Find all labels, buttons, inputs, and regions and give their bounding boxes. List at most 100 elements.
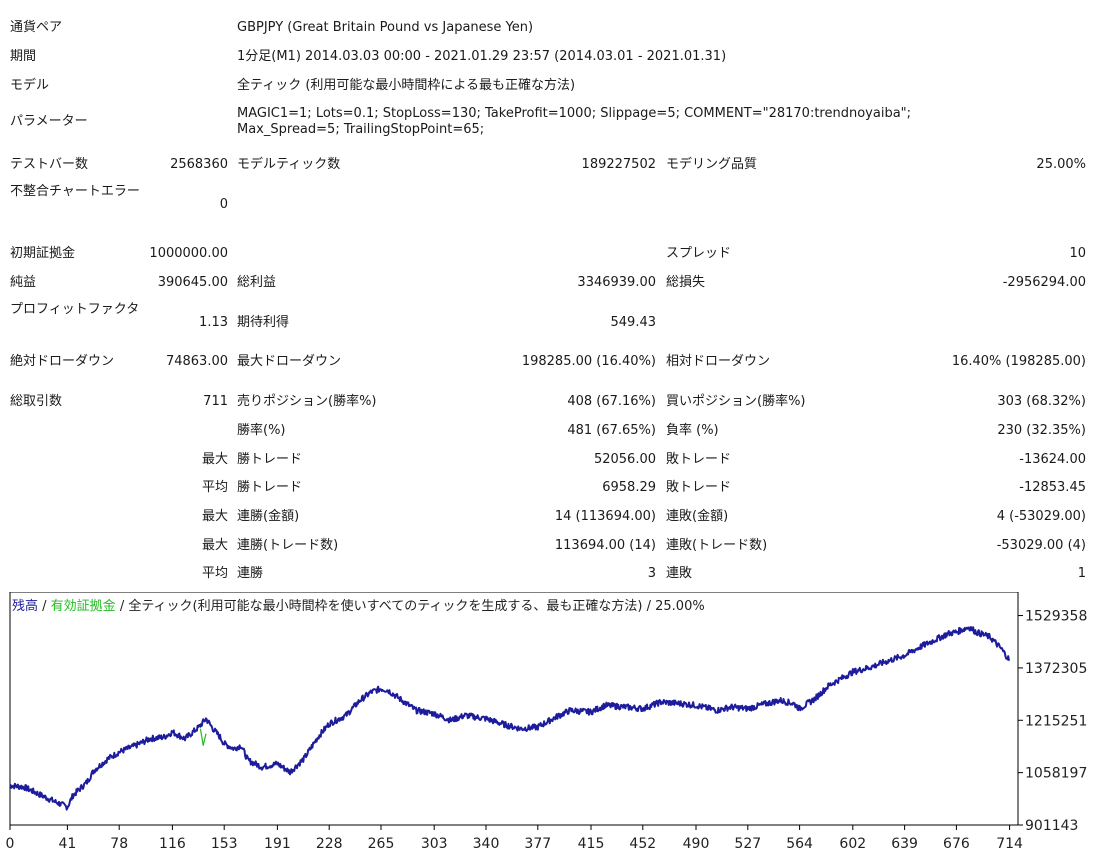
legend-balance: 残高 — [12, 599, 39, 614]
equity-series-line — [199, 728, 207, 746]
x-tick-label: 639 — [891, 836, 918, 852]
abs-dd-label: 絶対ドローダウン — [10, 354, 115, 369]
avg-consec-win-label: 連勝 — [237, 566, 264, 581]
expected-value: 549.43 — [610, 315, 657, 330]
long-value: 303 (68.32%) — [997, 394, 1086, 409]
total-trades-label: 総取引数 — [10, 394, 63, 409]
gross-loss-label: 総損失 — [666, 275, 706, 290]
net-value: 390645.00 — [157, 275, 228, 290]
avg-win-label: 勝トレード — [237, 480, 303, 495]
x-tick-label: 0 — [6, 836, 15, 852]
expected-label: 期待利得 — [237, 315, 290, 330]
x-tick-label: 78 — [110, 836, 128, 852]
model-value: 全ティック (利用可能な最小時間枠による最も正確な方法) — [237, 78, 576, 93]
x-tick-label: 340 — [473, 836, 500, 852]
win-rate-label: 勝率(%) — [237, 423, 286, 438]
win-rate-value: 481 (67.65%) — [567, 423, 656, 438]
spread-label: スプレッド — [666, 246, 732, 261]
x-tick-label: 676 — [943, 836, 970, 852]
symbol-label: 通貨ペア — [10, 20, 63, 35]
consec-loss-money-label: 連敗(金額) — [666, 509, 729, 524]
legend-equity: 有効証拠金 — [50, 599, 116, 614]
x-tick-label: 564 — [786, 836, 813, 852]
abs-dd-value: 74863.00 — [165, 354, 228, 369]
ticks-value: 189227502 — [581, 157, 656, 172]
quality-value: 25.00% — [1036, 157, 1086, 172]
x-tick-label: 228 — [316, 836, 343, 852]
balance-chart: 1529358 1372305 1215251 1058197 901143 0 41 78 1… — [0, 592, 1113, 857]
pf-label: プロフィットファクタ — [10, 302, 140, 317]
x-tick-label: 377 — [524, 836, 551, 852]
symbol-value: GBPJPY (Great Britain Pound vs Japanese … — [237, 20, 534, 35]
chart-svg: 1529358 1372305 1215251 1058197 901143 0 41 78 1… — [6, 592, 1087, 852]
largest-win-value: 52056.00 — [593, 452, 656, 467]
consec-win-count-label: 連勝(トレード数) — [237, 538, 339, 553]
gross-profit-label: 総利益 — [237, 275, 277, 290]
x-tick-label: 714 — [996, 836, 1023, 852]
consec-win-money-value: 14 (113694.00) — [554, 509, 656, 524]
y-tick-label: 901143 — [1025, 818, 1078, 834]
net-label: 純益 — [10, 275, 37, 290]
long-label: 買いポジション(勝率%) — [666, 394, 806, 409]
legend-separator: / — [38, 599, 51, 614]
gross-profit-value: 3346939.00 — [577, 275, 656, 290]
max-dd-label: 最大ドローダウン — [237, 354, 342, 369]
x-tick-label: 153 — [211, 836, 238, 852]
consec-loss-count-label: 連敗(トレード数) — [666, 538, 768, 553]
x-tick-label: 452 — [629, 836, 656, 852]
x-tick-label: 265 — [368, 836, 395, 852]
avg-consec-win-value: 3 — [647, 566, 656, 581]
bars-label: テストバー数 — [10, 157, 89, 172]
mismatch-value: 0 — [219, 197, 228, 212]
avg-loss-value: -12853.45 — [1019, 480, 1086, 495]
y-tick-label: 1058197 — [1025, 766, 1087, 782]
y-tick-label: 1215251 — [1025, 713, 1087, 729]
avg-win-value: 6958.29 — [602, 480, 656, 495]
consec-loss-count-value: -53029.00 (4) — [996, 538, 1086, 553]
short-value: 408 (67.16%) — [567, 394, 656, 409]
max-label: 最大 — [201, 538, 228, 553]
rel-dd-label: 相対ドローダウン — [666, 354, 771, 369]
pf-value: 1.13 — [199, 315, 228, 330]
avg-consec-loss-value: 1 — [1077, 566, 1086, 581]
consec-win-money-label: 連勝(金額) — [237, 509, 300, 524]
consec-win-count-value: 113694.00 (14) — [554, 538, 656, 553]
mismatch-label: 不整合チャートエラー — [10, 184, 140, 199]
x-tick-label: 490 — [683, 836, 710, 852]
gross-loss-value: -2956294.00 — [1002, 275, 1086, 290]
avg-label: 平均 — [201, 566, 228, 581]
chart-legend: 残高 / 有効証拠金 / 全ティック(利用可能な最小時間枠を使いすべてのティック… — [12, 599, 705, 615]
short-label: 売りポジション(勝率%) — [237, 394, 377, 409]
total-trades-value: 711 — [203, 394, 228, 409]
params-label: パラメーター — [10, 114, 88, 129]
max-dd-value: 198285.00 (16.40%) — [521, 354, 656, 369]
x-tick-label: 415 — [578, 836, 605, 852]
loss-rate-value: 230 (32.35%) — [997, 423, 1086, 438]
x-tick-label: 191 — [264, 836, 291, 852]
deposit-label: 初期証拠金 — [10, 246, 76, 261]
legend-description: / 全ティック(利用可能な最小時間枠を使いすべてのティックを生成する、最も正確な… — [115, 599, 705, 614]
bars-value: 2568360 — [170, 157, 228, 172]
model-label: モデル — [10, 78, 50, 93]
largest-loss-value: -13624.00 — [1019, 452, 1086, 467]
avg-consec-loss-label: 連敗 — [666, 566, 693, 581]
period-value: 1分足(M1) 2014.03.03 00:00 - 2021.01.29 23… — [237, 49, 727, 64]
params-value: MAGIC1=1; Lots=0.1; StopLoss=130; TakePr… — [237, 106, 912, 137]
largest-loss-label: 敗トレード — [666, 452, 732, 467]
avg-label: 平均 — [201, 480, 228, 495]
max-label: 最大 — [201, 509, 228, 524]
x-tick-label: 602 — [839, 836, 866, 852]
balance-series-line — [9, 626, 1010, 811]
largest-win-label: 勝トレード — [237, 452, 303, 467]
y-tick-label: 1372305 — [1025, 661, 1087, 677]
quality-label: モデリング品質 — [666, 157, 758, 172]
x-tick-label: 41 — [58, 836, 76, 852]
avg-loss-label: 敗トレード — [666, 480, 732, 495]
x-tick-label: 303 — [421, 836, 448, 852]
x-tick-label: 116 — [159, 836, 186, 852]
x-tick-label: 527 — [734, 836, 761, 852]
deposit-value: 1000000.00 — [149, 246, 228, 261]
max-label: 最大 — [201, 452, 228, 467]
spread-value: 10 — [1069, 246, 1086, 261]
plot-frame — [9, 592, 1019, 826]
